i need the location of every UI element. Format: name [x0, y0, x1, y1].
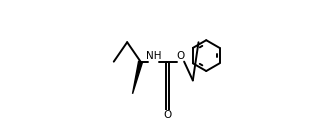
- Polygon shape: [132, 61, 142, 94]
- Text: O: O: [177, 51, 185, 61]
- Text: O: O: [163, 110, 172, 120]
- Text: NH: NH: [146, 51, 162, 61]
